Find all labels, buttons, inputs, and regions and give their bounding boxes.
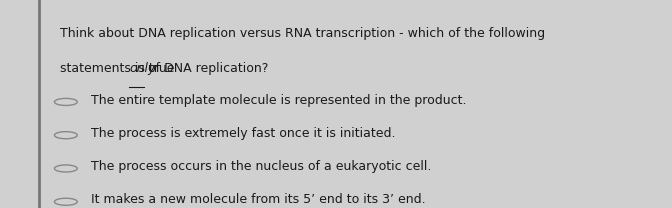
- Text: only: only: [130, 62, 156, 76]
- Text: The process occurs in the nucleus of a eukaryotic cell.: The process occurs in the nucleus of a e…: [91, 160, 431, 173]
- Text: statements is true: statements is true: [60, 62, 179, 76]
- Text: of DNA replication?: of DNA replication?: [144, 62, 268, 76]
- Text: The process is extremely fast once it is initiated.: The process is extremely fast once it is…: [91, 127, 395, 140]
- Text: It makes a new molecule from its 5’ end to its 3’ end.: It makes a new molecule from its 5’ end …: [91, 193, 425, 206]
- Text: Think about DNA replication versus RNA transcription - which of the following: Think about DNA replication versus RNA t…: [60, 27, 546, 40]
- Text: The entire template molecule is represented in the product.: The entire template molecule is represen…: [91, 94, 466, 106]
